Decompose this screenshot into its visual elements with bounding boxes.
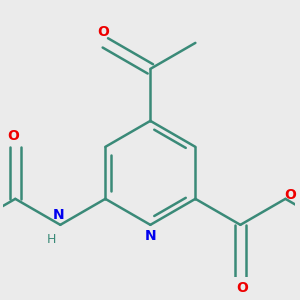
Text: O: O (8, 129, 20, 143)
Text: N: N (53, 208, 64, 222)
Text: O: O (236, 281, 248, 295)
Text: O: O (98, 25, 109, 39)
Text: O: O (284, 188, 296, 203)
Text: N: N (145, 229, 156, 243)
Text: H: H (47, 233, 57, 246)
